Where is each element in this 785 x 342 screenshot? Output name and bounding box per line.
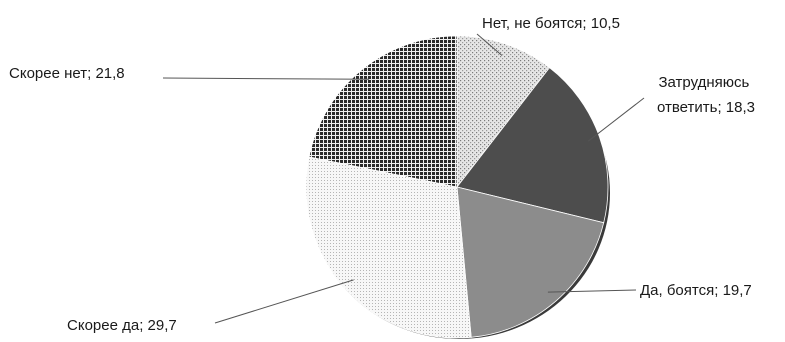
pie-slice-2 [456,186,605,338]
leader-line-2 [547,289,637,293]
slice-label-da-boyatsya: Да, боятся; 19,7 [640,282,752,299]
slice-label-skoree-da: Скорее да; 29,7 [67,317,177,334]
leader-lines [162,33,645,324]
slice-label-zatrudnyayus: Затрудняюсь ответить; 18,3 [657,74,755,116]
pie-slice-3 [305,156,472,339]
leader-line-0 [476,33,503,56]
leader-line-3 [214,279,354,324]
slice-labels: Нет, не боятся; 10,5 Затрудняюсь ответит… [9,15,755,334]
leader-line-4 [162,77,370,80]
slice-label-ne-boyatsya: Нет, не боятся; 10,5 [482,15,620,32]
slice-label-skoree-net: Скорее нет; 21,8 [9,65,125,82]
leader-line-1 [587,97,645,142]
pie-slice-4 [308,35,458,188]
pie-slices [305,35,609,339]
pie-slice-1 [456,67,609,224]
pie-slice-0 [456,35,551,189]
